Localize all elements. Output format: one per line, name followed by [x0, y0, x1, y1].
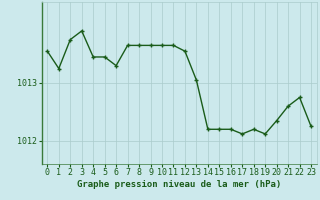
X-axis label: Graphe pression niveau de la mer (hPa): Graphe pression niveau de la mer (hPa)	[77, 180, 281, 189]
